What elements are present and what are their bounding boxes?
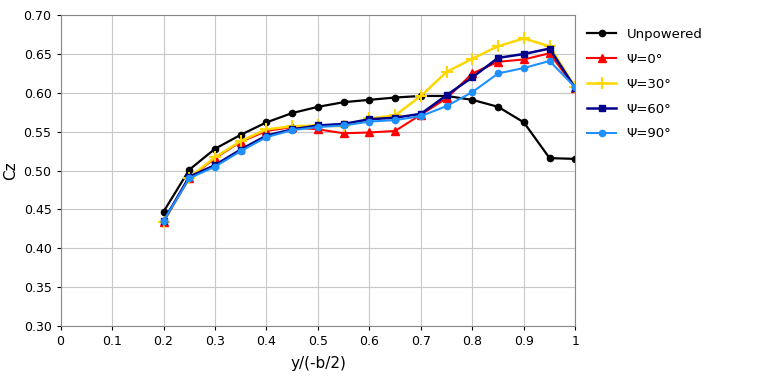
Unpowered [339, 100, 348, 105]
Ψ=60° [365, 117, 374, 122]
Ψ=30° [442, 70, 451, 74]
Ψ=90° [339, 123, 348, 128]
Unpowered [313, 105, 322, 109]
Line: Unpowered: Unpowered [160, 93, 578, 215]
Ψ=90° [159, 219, 168, 223]
Ψ=0° [391, 128, 400, 133]
Ψ=60° [313, 123, 322, 128]
Ψ=60° [288, 127, 297, 132]
Ψ=30° [416, 94, 425, 98]
Ψ=0° [571, 86, 580, 91]
Ψ=0° [468, 71, 477, 76]
Unpowered [159, 210, 168, 214]
Ψ=30° [519, 36, 528, 41]
Ψ=0° [185, 176, 194, 181]
Ψ=0° [159, 219, 168, 224]
Ψ=30° [468, 56, 477, 61]
Ψ=30° [313, 123, 322, 128]
Ψ=0° [416, 112, 425, 117]
Ψ=90° [185, 176, 194, 181]
Ψ=90° [494, 71, 503, 76]
Unpowered [185, 168, 194, 172]
Ψ=90° [442, 104, 451, 108]
Line: Ψ=60°: Ψ=60° [160, 45, 579, 224]
Ψ=60° [416, 111, 425, 116]
Ψ=90° [313, 125, 322, 129]
Ψ=60° [571, 86, 580, 91]
Ψ=30° [365, 116, 374, 121]
Ψ=0° [442, 96, 451, 100]
Unpowered [365, 97, 374, 102]
Ψ=0° [519, 57, 528, 62]
Unpowered [210, 147, 220, 151]
Ψ=60° [185, 174, 194, 179]
Line: Ψ=30°: Ψ=30° [157, 32, 581, 228]
Ψ=0° [365, 130, 374, 135]
Ψ=0° [494, 60, 503, 64]
Ψ=60° [339, 122, 348, 126]
Unpowered [236, 133, 245, 137]
Unpowered [288, 111, 297, 115]
Unpowered [571, 157, 580, 161]
X-axis label: y/(-b/2): y/(-b/2) [290, 356, 346, 371]
Unpowered [494, 105, 503, 109]
Ψ=60° [159, 219, 168, 223]
Ψ=60° [262, 133, 271, 138]
Ψ=30° [339, 124, 348, 128]
Line: Ψ=0°: Ψ=0° [159, 49, 580, 226]
Unpowered [416, 94, 425, 98]
Ψ=30° [236, 139, 245, 143]
Ψ=30° [262, 127, 271, 132]
Ψ=30° [391, 113, 400, 117]
Ψ=90° [519, 66, 528, 70]
Ψ=0° [339, 131, 348, 136]
Ψ=60° [468, 75, 477, 80]
Ψ=90° [545, 59, 554, 63]
Ψ=90° [391, 118, 400, 122]
Ψ=30° [159, 219, 168, 224]
Ψ=60° [236, 147, 245, 152]
Unpowered [391, 95, 400, 100]
Unpowered [468, 97, 477, 102]
Ψ=90° [210, 164, 220, 169]
Ψ=60° [519, 52, 528, 56]
Unpowered [519, 120, 528, 125]
Unpowered [262, 120, 271, 125]
Ψ=90° [288, 128, 297, 132]
Ψ=0° [288, 125, 297, 129]
Ψ=60° [494, 56, 503, 60]
Y-axis label: Cz: Cz [3, 161, 18, 180]
Ψ=90° [571, 85, 580, 90]
Ψ=30° [545, 44, 554, 49]
Ψ=0° [545, 51, 554, 55]
Ψ=90° [468, 90, 477, 94]
Ψ=0° [262, 128, 271, 133]
Ψ=60° [545, 46, 554, 51]
Ψ=90° [262, 135, 271, 139]
Ψ=30° [288, 124, 297, 128]
Unpowered [545, 156, 554, 160]
Ψ=30° [210, 155, 220, 160]
Line: Ψ=90°: Ψ=90° [160, 58, 578, 224]
Ψ=90° [416, 114, 425, 119]
Ψ=60° [210, 163, 220, 168]
Ψ=60° [391, 116, 400, 120]
Ψ=0° [313, 127, 322, 132]
Ψ=30° [571, 85, 580, 90]
Ψ=30° [494, 44, 503, 49]
Legend: Unpowered, Ψ=0°, Ψ=30°, Ψ=60°, Ψ=90°: Unpowered, Ψ=0°, Ψ=30°, Ψ=60°, Ψ=90° [587, 28, 702, 141]
Ψ=90° [365, 119, 374, 124]
Unpowered [442, 94, 451, 98]
Ψ=0° [210, 156, 220, 160]
Ψ=60° [442, 93, 451, 97]
Ψ=0° [236, 139, 245, 144]
Ψ=30° [185, 175, 194, 180]
Ψ=90° [236, 149, 245, 153]
